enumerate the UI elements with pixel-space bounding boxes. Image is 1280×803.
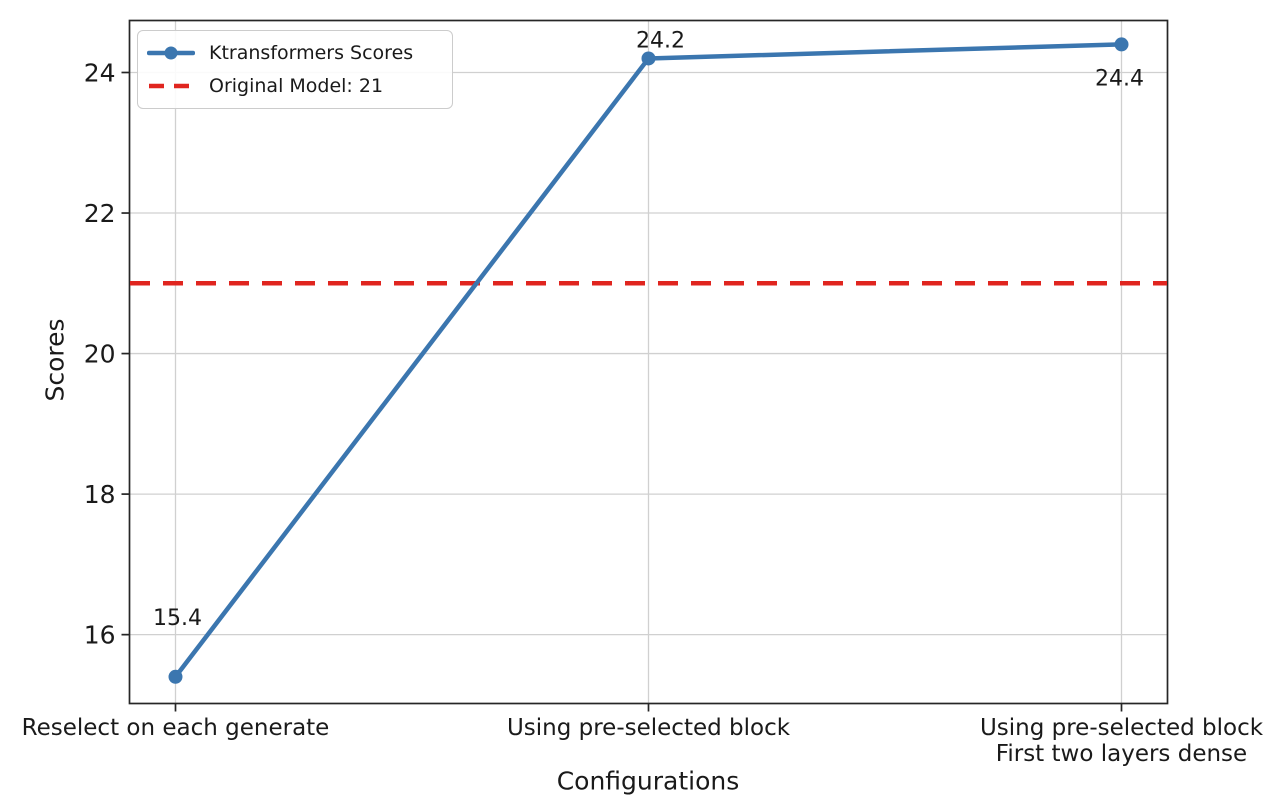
svg-text:24.4: 24.4 [1095, 66, 1144, 91]
svg-text:16: 16 [84, 621, 116, 650]
line-marker-sample-icon [147, 46, 195, 60]
svg-text:22: 22 [84, 199, 116, 228]
legend: Ktransformers Scores Original Model: 21 [137, 30, 453, 109]
svg-text:15.4: 15.4 [153, 606, 202, 631]
svg-text:Reselect on each generate: Reselect on each generate [22, 715, 330, 741]
legend-label-reference: Original Model: 21 [209, 75, 384, 97]
x-axis-label: Configurations [556, 766, 740, 796]
legend-item-series: Ktransformers Scores [147, 40, 440, 66]
svg-text:18: 18 [84, 480, 116, 509]
legend-label-series: Ktransformers Scores [209, 42, 414, 64]
svg-text:24: 24 [84, 58, 116, 87]
svg-text:Using pre-selected block: Using pre-selected block [507, 715, 791, 741]
y-axis-label: Scores [40, 318, 70, 402]
svg-text:24.2: 24.2 [636, 28, 685, 53]
dashed-line-sample-icon [149, 83, 193, 89]
svg-text:20: 20 [84, 340, 116, 369]
legend-item-reference: Original Model: 21 [147, 73, 440, 99]
